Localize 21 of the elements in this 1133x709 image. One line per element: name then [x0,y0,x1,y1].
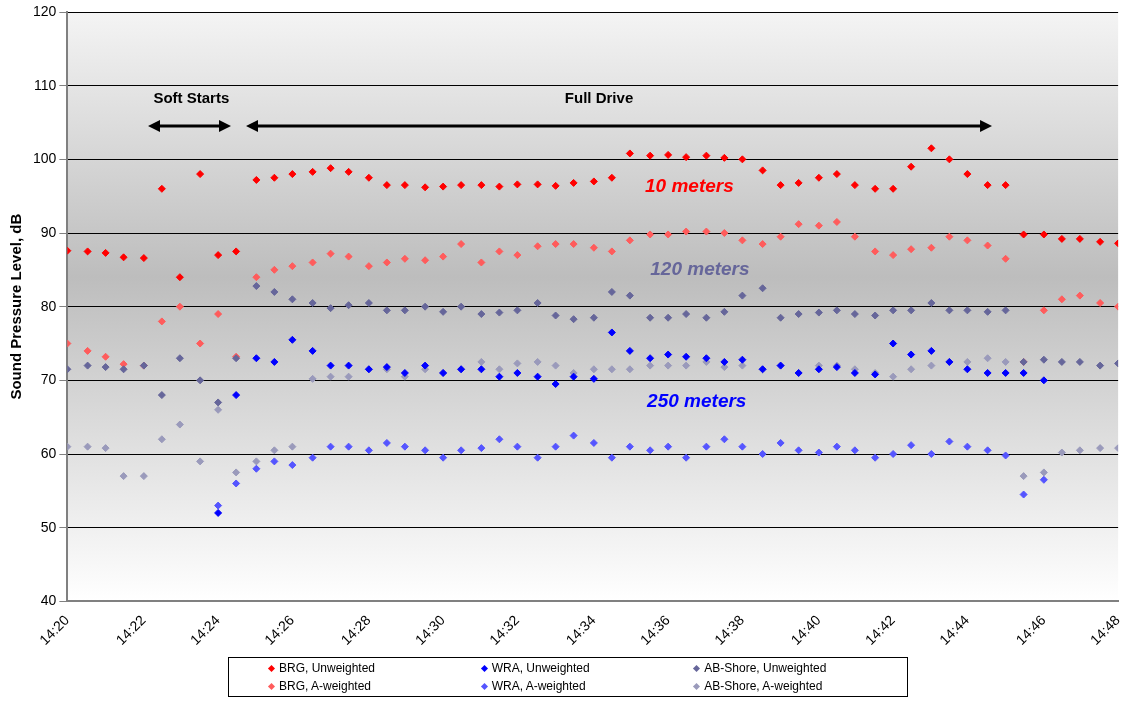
legend-label: WRA, Unweighted [491,661,590,675]
y-tick-label: 100 [33,150,57,167]
legend-label: AB-Shore, A-weighted [704,679,823,693]
legend-label: BRG, A-weighted [279,679,372,693]
y-tick-label: 60 [40,444,57,461]
y-axis-title: Sound Pressure Level, dB [7,213,25,400]
annotation: Soft Starts [153,89,230,107]
y-tick-label: 80 [40,297,57,314]
y-tick-label: 120 [33,2,57,19]
legend-label: WRA, A-weighted [491,679,586,693]
y-tick-label: 50 [40,518,57,535]
y-tick-label: 40 [40,592,57,609]
y-tick-label: 110 [34,76,57,93]
annotation: 250 meters [646,389,747,411]
annotation: 10 meters [645,174,734,196]
annotation: 120 meters [650,257,750,279]
y-tick-label: 70 [40,371,57,388]
y-tick-label: 90 [40,223,57,240]
legend-label: BRG, Unweighted [279,661,376,675]
annotation: Full Drive [564,89,634,107]
legend-label: AB-Shore, Unweighted [704,661,827,675]
